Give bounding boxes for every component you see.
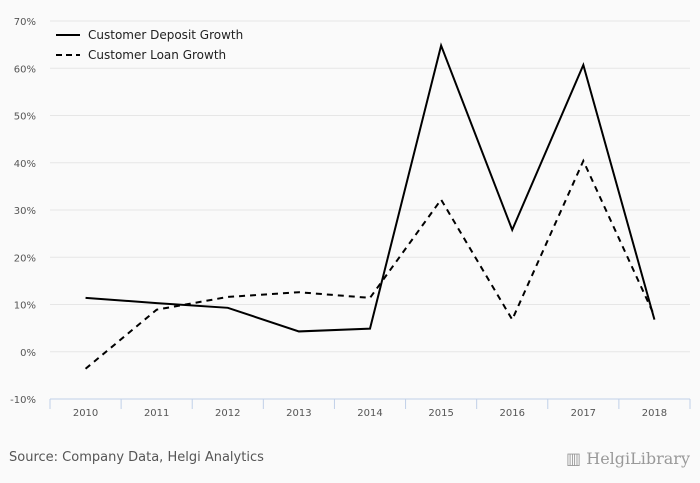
- y-tick-label: -10%: [10, 395, 36, 406]
- series-line-deposit-growth: [85, 42, 656, 333]
- series-line-loan-growth: [84, 158, 656, 370]
- y-tick-label: 50%: [14, 112, 36, 123]
- y-tick-label: 0%: [20, 348, 36, 359]
- x-tick-label: 2013: [286, 408, 311, 419]
- legend-label[interactable]: Customer Deposit Growth: [88, 28, 243, 42]
- line-chart: -10% 0% 10% 20% 30% 40% 50% 60% 70% 2010 2011 2012 2…: [10, 17, 691, 419]
- y-tick-label: 10%: [14, 301, 36, 312]
- y-tick-label: 60%: [14, 64, 36, 75]
- y-tick-label: 30%: [14, 206, 36, 217]
- y-tick-label: 20%: [14, 253, 36, 264]
- y-tick-label: 40%: [14, 159, 36, 170]
- source-note: Source: Company Data, Helgi Analytics: [9, 450, 264, 465]
- x-tick-label: 2015: [428, 408, 453, 419]
- legend-label[interactable]: Customer Loan Growth: [88, 48, 226, 62]
- x-tick-label: 2011: [144, 408, 169, 419]
- x-tick-label: 2014: [357, 408, 382, 419]
- y-tick-label: 70%: [14, 17, 36, 28]
- x-tick-label: 2010: [73, 408, 98, 419]
- logo-text: HelgiLibrary: [586, 449, 690, 468]
- x-tick-label: 2017: [571, 408, 596, 419]
- x-tick-label: 2012: [215, 408, 240, 419]
- helgi-library-logo[interactable]: ▥ HelgiLibrary: [566, 449, 690, 468]
- x-tick-label: 2016: [499, 408, 524, 419]
- x-tick-label: 2018: [642, 408, 667, 419]
